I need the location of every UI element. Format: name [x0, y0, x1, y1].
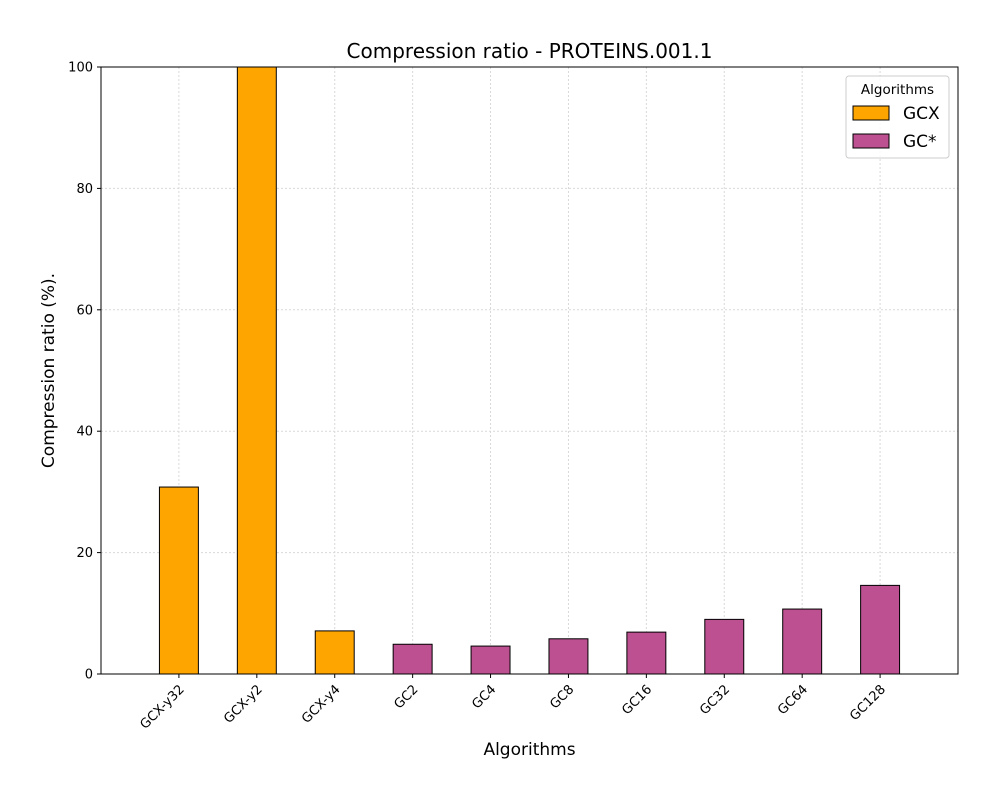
grid-lines [101, 66, 958, 675]
x-tick-label: GC4 [469, 682, 499, 712]
bar [158, 486, 199, 675]
legend: Algorithms GCX GC* [845, 75, 950, 159]
bar [548, 638, 589, 675]
x-tick-label: GC128 [847, 682, 889, 724]
bar [392, 643, 433, 675]
plot-frame [100, 66, 959, 675]
x-tick-label: GC2 [391, 682, 421, 712]
x-axis-label: Algorithms [483, 740, 575, 760]
x-tick-label: GC64 [775, 682, 811, 718]
bar [236, 66, 277, 675]
y-tick-label: 20 [76, 546, 93, 561]
y-tick-label: 100 [68, 61, 93, 76]
bar [626, 631, 667, 675]
y-tick-label: 40 [76, 425, 93, 440]
y-tick-label: 0 [85, 668, 93, 683]
legend-swatch-gcx [852, 105, 890, 121]
y-tick-label: 80 [76, 182, 93, 197]
legend-label-gcx: GCX [903, 104, 940, 124]
bar [704, 618, 745, 675]
x-tick-label: GCX-y4 [299, 682, 343, 726]
x-tick-label: GC32 [697, 682, 733, 718]
x-tick-label: GC16 [619, 682, 655, 718]
y-axis-label: Compression ratio (%). [39, 273, 59, 468]
legend-swatch-gc-star [852, 133, 890, 149]
x-tick-label: GCX-y32 [137, 682, 187, 732]
bars [158, 66, 901, 675]
bar [782, 608, 823, 675]
bar [314, 630, 355, 675]
legend-title: Algorithms [861, 82, 934, 98]
y-tick-label: 60 [76, 303, 93, 318]
bar [470, 645, 511, 675]
x-tick-label: GC8 [547, 682, 577, 712]
legend-label-gc-star: GC* [903, 132, 937, 152]
x-tick-label: GCX-y2 [221, 682, 265, 726]
bar [860, 584, 901, 675]
chart-title: Compression ratio - PROTEINS.001.1 [347, 39, 713, 63]
